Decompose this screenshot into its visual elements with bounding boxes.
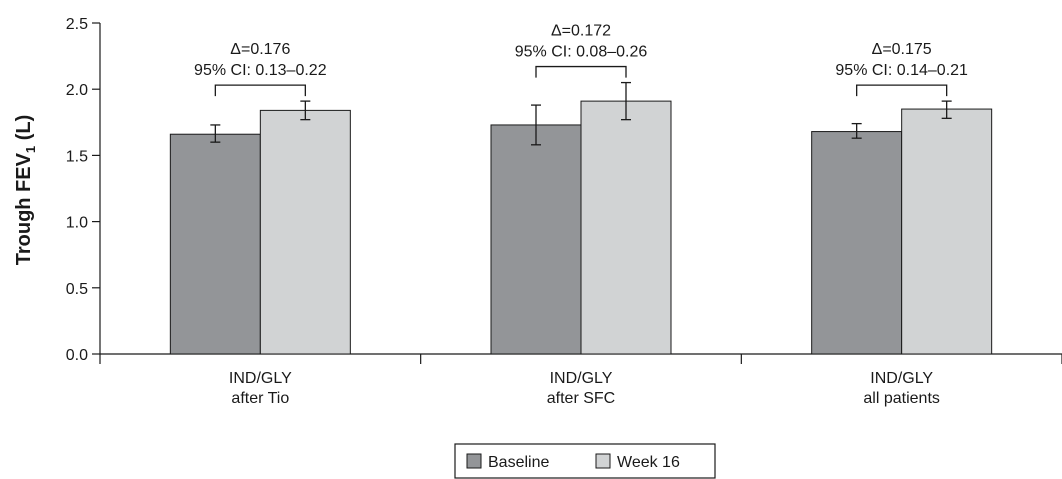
delta-annotation: Δ=0.175: [872, 41, 932, 58]
significance-bracket: [535, 65, 627, 78]
legend: Baseline Week 16: [454, 443, 716, 479]
bar-week-16: [580, 100, 672, 355]
ci-annotation: 95% CI: 0.08–0.26: [515, 44, 648, 61]
significance-bracket: [856, 84, 948, 97]
bar-week-16: [259, 109, 351, 355]
x-category-label: after SFC: [547, 390, 615, 407]
legend-box: [454, 443, 716, 479]
bar-baseline: [811, 131, 903, 355]
legend-label: Baseline: [488, 454, 549, 471]
delta-annotation: Δ=0.172: [551, 23, 611, 40]
ci-annotation: 95% CI: 0.13–0.22: [194, 62, 327, 79]
y-tick-label: 0.0: [66, 347, 88, 364]
y-tick-label: 2.5: [66, 16, 88, 33]
axes: 0.0 0.5 1.0 1.5 2.0 2.5 IND/GLY after Tio IND/GL…: [66, 16, 1062, 407]
annotations: 95% CI: 0.13–0.22 Δ=0.176 95% CI: 0.08–0.2…: [194, 23, 968, 97]
legend-label: Week 16: [617, 454, 680, 471]
y-tick-label: 0.5: [66, 281, 88, 298]
x-category-label: IND/GLY: [550, 370, 613, 387]
y-tick-label: 1.5: [66, 148, 88, 165]
bar-week-16: [901, 108, 993, 355]
bar-baseline: [490, 124, 582, 355]
y-tick-label: 2.0: [66, 82, 88, 99]
x-category-label: all patients: [863, 390, 940, 407]
x-category-label: after Tio: [231, 390, 289, 407]
x-category-label: IND/GLY: [229, 370, 292, 387]
y-axis-label: Trough FEV1 (L): [13, 115, 38, 266]
ci-annotation: 95% CI: 0.14–0.21: [835, 62, 968, 79]
delta-annotation: Δ=0.176: [230, 41, 290, 58]
significance-bracket: [214, 84, 306, 97]
y-tick-label: 1.0: [66, 215, 88, 232]
x-category-label: IND/GLY: [870, 370, 933, 387]
legend-swatch: [595, 453, 611, 469]
bars: [169, 81, 993, 355]
legend-swatch: [466, 453, 482, 469]
bar-baseline: [169, 133, 261, 355]
